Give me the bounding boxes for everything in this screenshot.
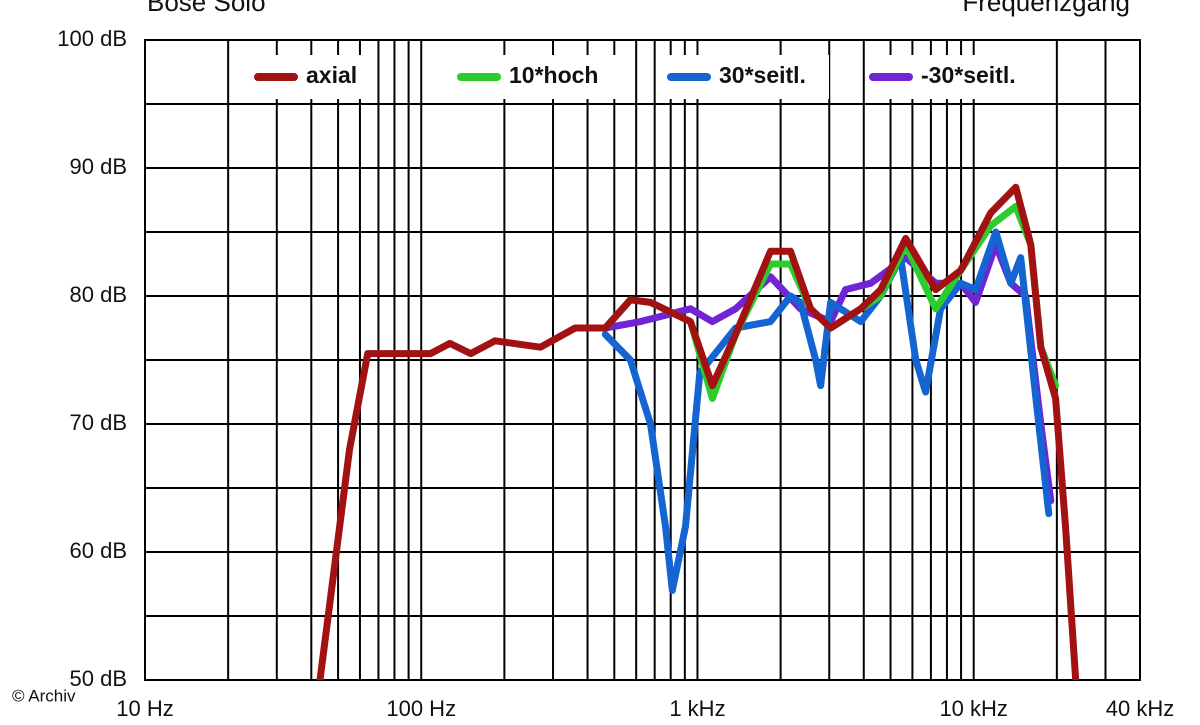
chart-subtitle: Frequenzgang	[962, 0, 1130, 17]
x-tick-label: 10 kHz	[939, 696, 1007, 720]
chart-title: Bose Solo	[147, 0, 266, 17]
y-tick-label: 60 dB	[70, 538, 128, 563]
y-tick-label: 90 dB	[70, 154, 128, 179]
y-tick-label: 80 dB	[70, 282, 128, 307]
x-tick-label: 40 kHz	[1106, 696, 1174, 720]
legend-label: 30*seitl.	[719, 62, 806, 88]
y-tick-label: 100 dB	[57, 26, 127, 51]
series-line	[316, 183, 1080, 680]
legend-label: axial	[306, 62, 357, 88]
x-tick-label: 10 Hz	[116, 696, 173, 720]
x-tick-label: 1 kHz	[669, 696, 725, 720]
legend-label: -30*seitl.	[921, 62, 1016, 88]
x-tick-label: 100 Hz	[386, 696, 456, 720]
y-tick-label: 50 dB	[70, 666, 128, 691]
plot-frame	[144, 39, 1141, 681]
series-line	[601, 228, 1053, 594]
series-line	[601, 241, 1055, 505]
y-tick-label: 70 dB	[70, 410, 128, 435]
credit: © Archiv	[12, 686, 76, 705]
legend-label: 10*hoch	[509, 62, 598, 88]
